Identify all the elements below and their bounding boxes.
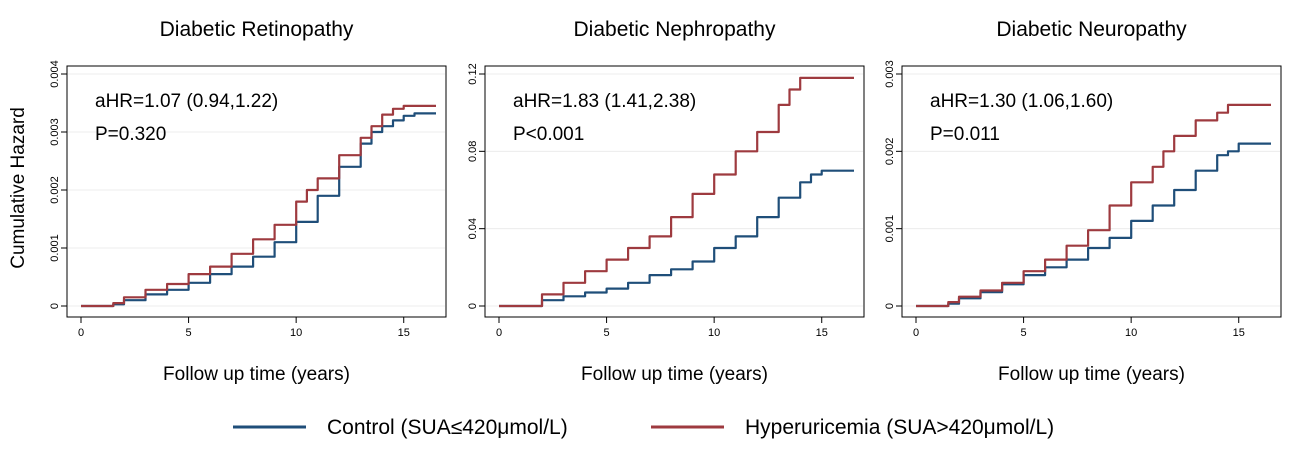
chart-panel-2: Diabetic Nephropathy 0 0.04 0.08 0.12 0 5 10 15 F…: [467, 18, 865, 385]
y-tick-label: 0: [49, 303, 61, 309]
y-axis-label: Cumulative Hazard: [8, 107, 29, 269]
y-tick-label: 0: [884, 303, 896, 309]
series-line-hyperuricemia: [916, 103, 1271, 308]
y-tick-label: 0.003: [49, 118, 61, 146]
annotation-text: P=0.320: [95, 124, 166, 145]
y-tick-label: 0.002: [884, 138, 896, 166]
x-tick-label: 15: [1233, 327, 1245, 339]
x-tick-label: 5: [604, 327, 610, 339]
x-axis-label: Follow up time (years): [163, 364, 350, 385]
x-axis-label: Follow up time (years): [581, 364, 768, 385]
chart-title: Diabetic Neuropathy: [996, 18, 1187, 41]
y-tick-label: 0.08: [467, 141, 479, 162]
x-tick-label: 0: [496, 327, 502, 339]
annotation-text: P<0.001: [513, 124, 584, 145]
chart-panel-1: Diabetic Retinopathy 0 0.001 0.002 0.003 0.00…: [49, 18, 447, 385]
plot-frame: [66, 65, 447, 318]
y-tick-label: 0: [467, 303, 479, 309]
chart-panel-3: Diabetic Neuropathy 0 0.001 0.002 0.003 0 5 10 1…: [884, 18, 1282, 385]
plot-frame: [484, 65, 865, 318]
legend: Control (SUA≤420μmol/L) Hyperuricemia (S…: [233, 416, 1054, 439]
series-line-hyperuricemia: [81, 104, 436, 308]
x-tick-label: 15: [816, 327, 828, 339]
chart-title: Diabetic Retinopathy: [160, 18, 354, 41]
y-tick-label: 0.04: [467, 218, 479, 239]
series-line-hyperuricemia: [499, 76, 854, 308]
chart-title: Diabetic Nephropathy: [574, 18, 776, 41]
x-tick-label: 5: [1021, 327, 1027, 339]
x-axis-label: Follow up time (years): [998, 364, 1185, 385]
chart-panels: Diabetic Retinopathy 0 0.001 0.002 0.003 0.00…: [49, 18, 1282, 385]
annotation-text: P=0.011: [930, 124, 1000, 145]
y-tick-label: 0.004: [49, 60, 61, 88]
series-line-control: [916, 142, 1271, 308]
annotation-text: aHR=1.83 (1.41,2.38): [513, 91, 696, 112]
annotation-text: aHR=1.30 (1.06,1.60): [930, 91, 1113, 112]
annotation-text: aHR=1.07 (0.94,1.22): [95, 91, 278, 112]
x-tick-label: 5: [186, 327, 192, 339]
x-tick-label: 15: [398, 327, 410, 339]
y-tick-label: 0.002: [49, 176, 61, 204]
x-tick-label: 10: [290, 327, 302, 339]
plot-frame: [901, 65, 1282, 318]
legend-label-hyperuricemia: Hyperuricemia (SUA>420μmol/L): [745, 416, 1054, 439]
y-tick-label: 0.001: [49, 234, 61, 262]
legend-label-control: Control (SUA≤420μmol/L): [327, 416, 568, 439]
y-tick-label: 0.001: [884, 215, 896, 243]
y-tick-label: 0.12: [467, 63, 479, 84]
x-tick-label: 10: [708, 327, 720, 339]
x-tick-label: 10: [1125, 327, 1137, 339]
series-line-control: [499, 169, 854, 308]
x-tick-label: 0: [913, 327, 919, 339]
x-tick-label: 0: [78, 327, 84, 339]
y-tick-label: 0.003: [884, 60, 896, 88]
